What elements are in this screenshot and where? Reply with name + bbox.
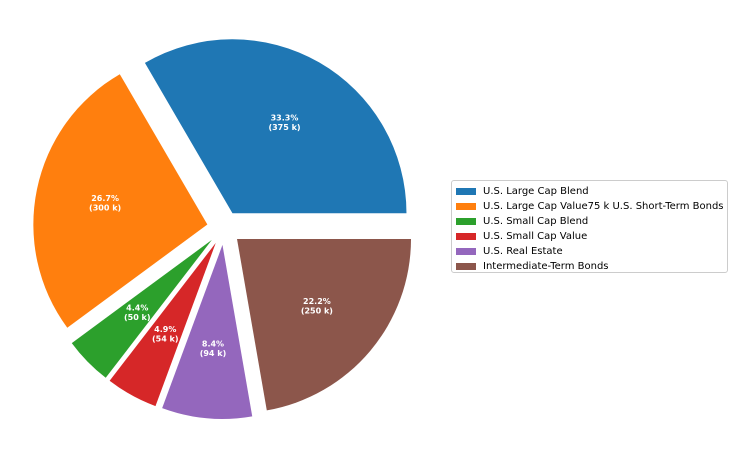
legend-swatch bbox=[456, 233, 476, 240]
slice-value-label: (50 k) bbox=[124, 313, 151, 322]
pie-slice-5 bbox=[162, 244, 253, 419]
pie-slices bbox=[33, 39, 412, 419]
slice-percent-label: 8.4% bbox=[202, 340, 224, 349]
legend-label: U.S. Small Cap Value bbox=[483, 231, 588, 242]
pie-slice-1 bbox=[144, 39, 407, 214]
pie-slice-3 bbox=[71, 239, 212, 378]
legend-label: Intermediate-Term Bonds bbox=[483, 261, 609, 272]
legend-item: U.S. Small Cap Blend bbox=[456, 214, 727, 229]
slice-value-label: (375 k) bbox=[268, 123, 300, 132]
slice-percent-label: 22.2% bbox=[303, 297, 331, 306]
legend-swatch bbox=[456, 218, 476, 225]
slice-value-label: (94 k) bbox=[200, 349, 227, 358]
legend-item: U.S. Large Cap Blend bbox=[456, 184, 727, 199]
legend-label: U.S. Large Cap Value75 k U.S. Short-Term… bbox=[483, 201, 724, 212]
legend-swatch bbox=[456, 263, 476, 270]
chart-legend: U.S. Large Cap Blend U.S. Large Cap Value… bbox=[451, 180, 728, 273]
legend-swatch bbox=[456, 248, 476, 255]
legend-item: U.S. Real Estate bbox=[456, 244, 727, 259]
slice-value-label: (300 k) bbox=[89, 204, 121, 213]
legend-swatch bbox=[456, 203, 476, 210]
pie-slice-6 bbox=[237, 238, 412, 411]
pie-slice-4 bbox=[109, 242, 216, 407]
legend-item: U.S. Large Cap Value75 k U.S. Short-Term… bbox=[456, 199, 727, 214]
pie-slice-2 bbox=[33, 74, 208, 328]
slice-percent-label: 4.9% bbox=[154, 325, 176, 334]
legend-swatch bbox=[456, 188, 476, 195]
legend-label: U.S. Large Cap Blend bbox=[483, 186, 589, 197]
slice-value-label: (250 k) bbox=[301, 306, 333, 315]
pie-slice-labels: 33.3%(375 k) 26.7%(300 k) 4.4%(50 k)4.9%(5… bbox=[89, 114, 333, 359]
legend-item: Intermediate-Term Bonds bbox=[456, 259, 727, 274]
legend-item: U.S. Small Cap Value bbox=[456, 229, 727, 244]
slice-percent-label: 4.4% bbox=[126, 304, 148, 313]
legend-label: U.S. Real Estate bbox=[483, 246, 563, 257]
legend-label: U.S. Small Cap Blend bbox=[483, 216, 589, 227]
slice-percent-label: 26.7% bbox=[91, 194, 119, 203]
slice-percent-label: 33.3% bbox=[271, 114, 299, 123]
slice-value-label: (54 k) bbox=[152, 334, 179, 343]
